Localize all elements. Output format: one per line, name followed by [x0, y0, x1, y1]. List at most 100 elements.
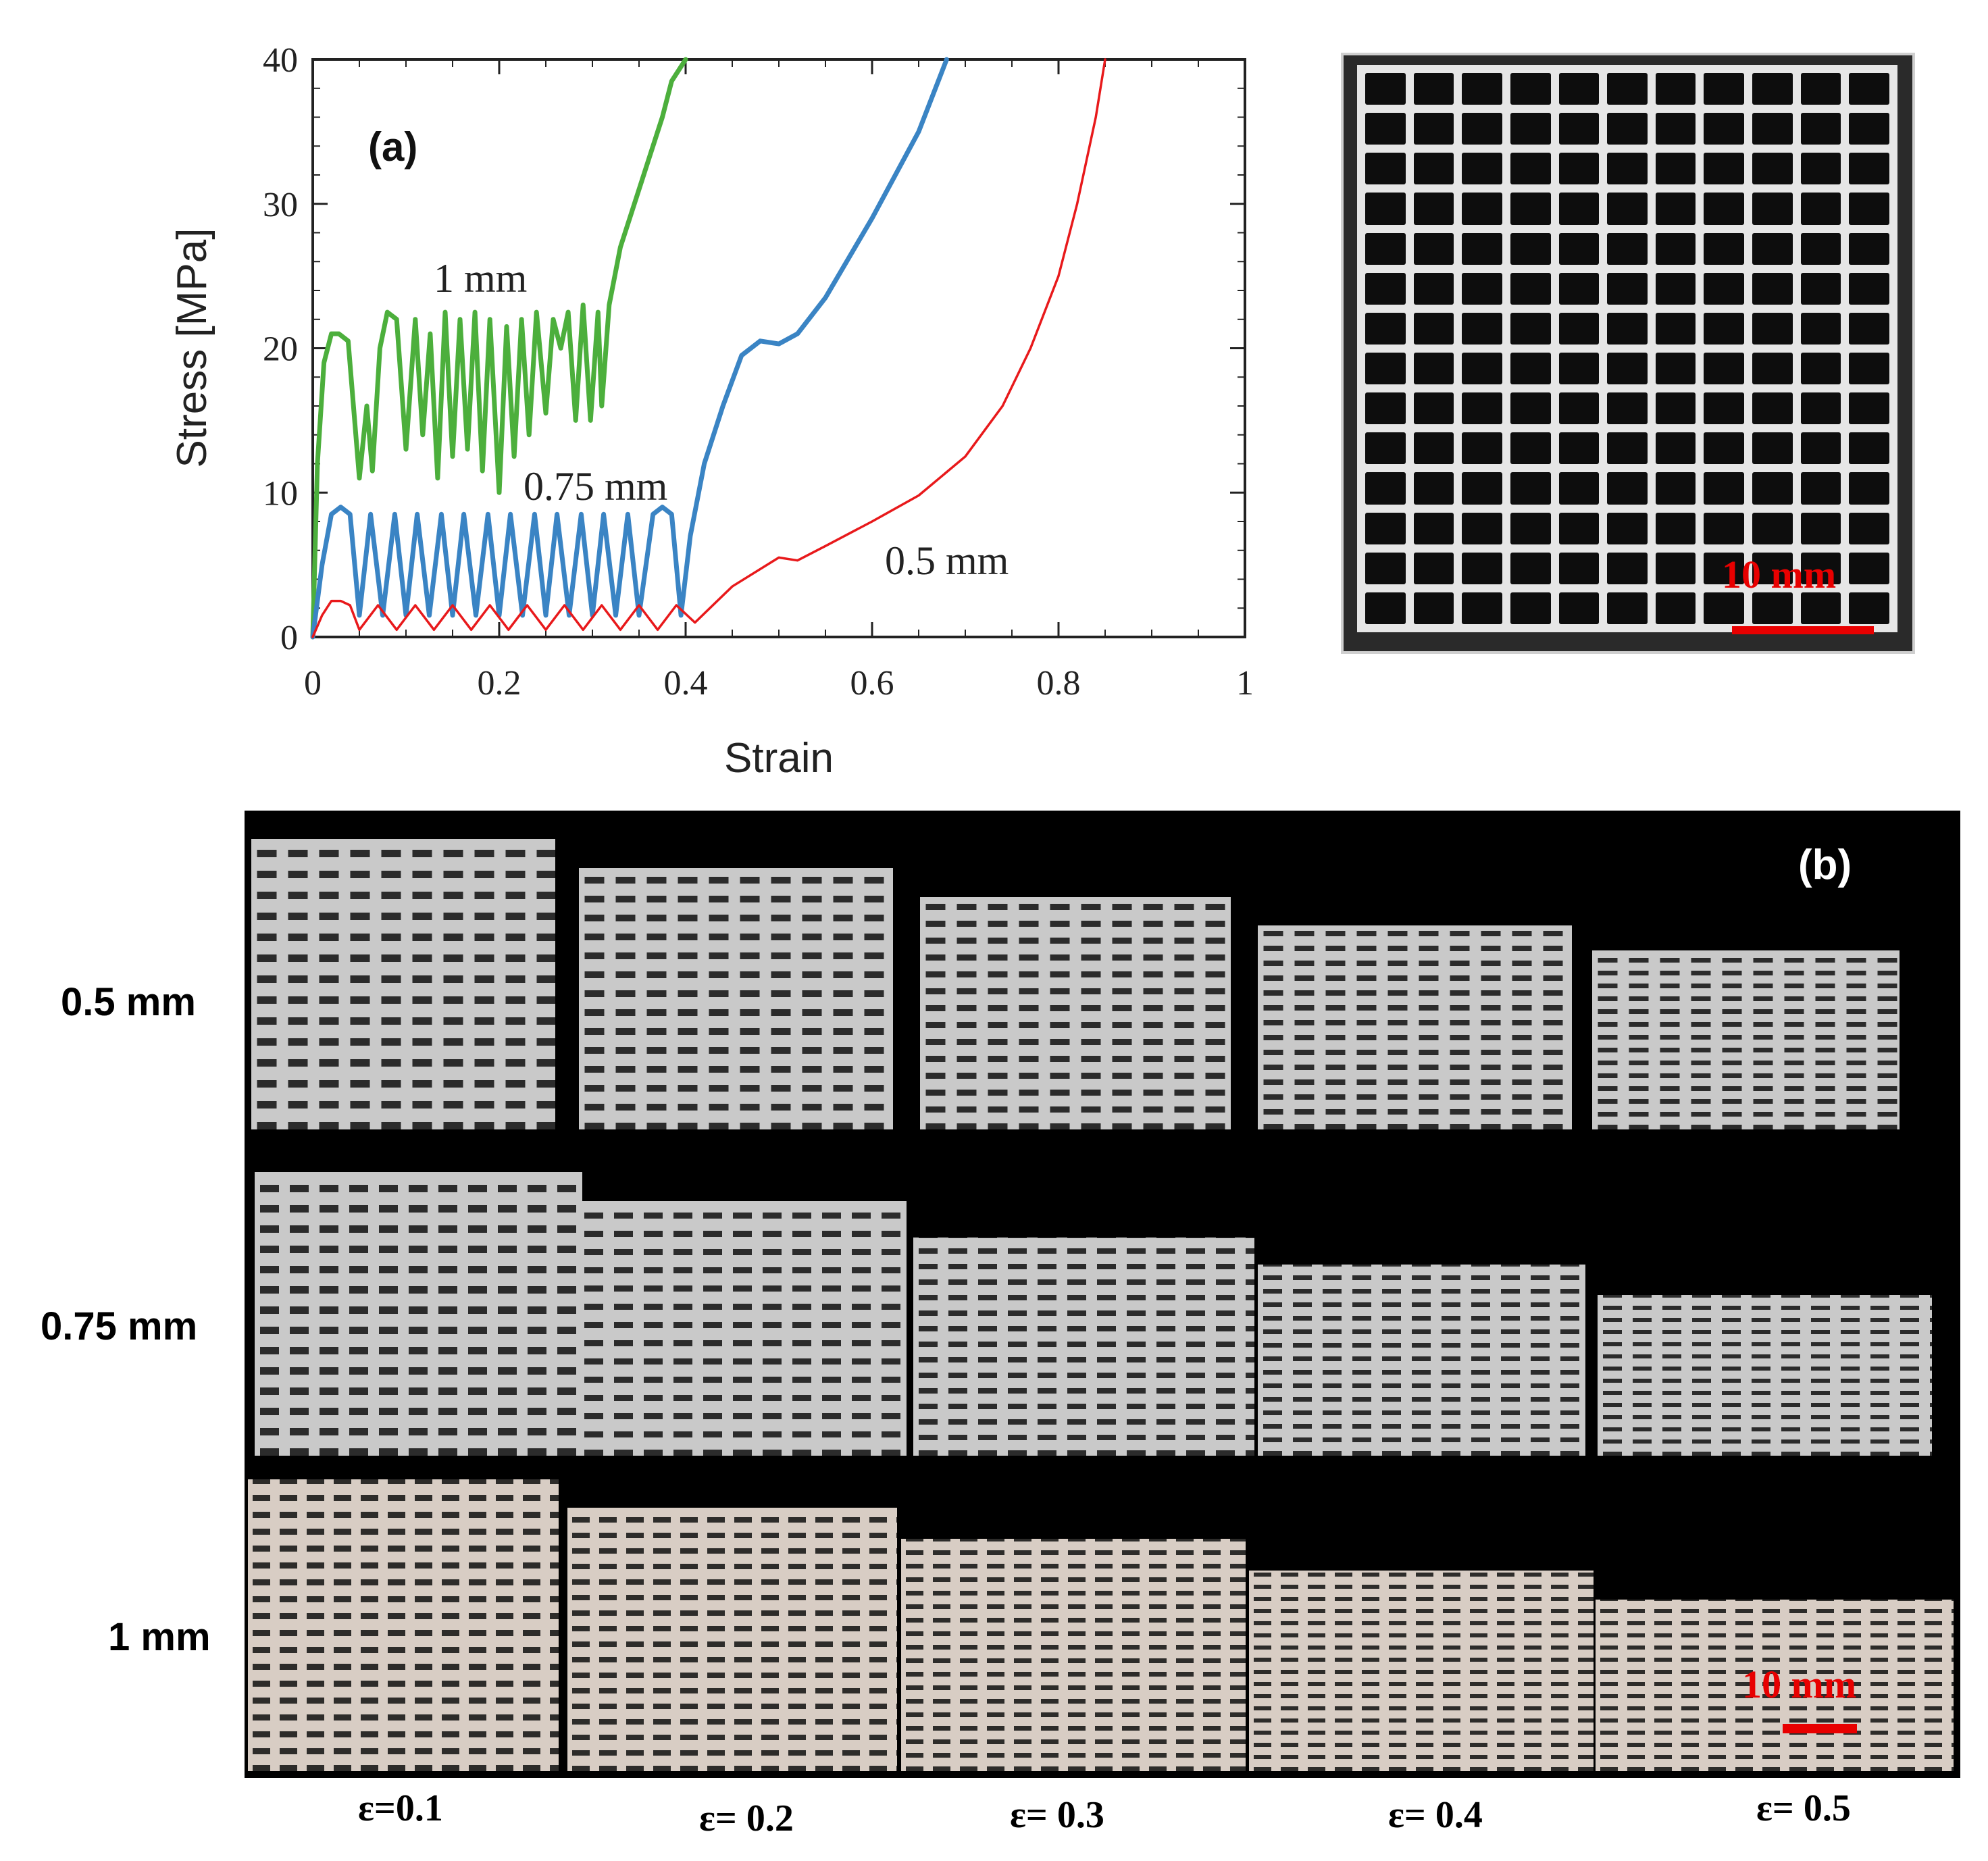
lattice-pattern	[1592, 950, 1900, 1129]
y-axis-title: Stress [MPa]	[169, 228, 215, 468]
lattice-cell	[1413, 352, 1454, 385]
lattice-pattern	[1258, 1265, 1585, 1456]
plot-frame	[311, 58, 1246, 638]
lattice-cell	[1752, 113, 1793, 145]
lattice-cell	[1849, 392, 1889, 425]
specimen-photo-r2-c1	[255, 1172, 582, 1456]
specimen-photo-r2-c4	[1258, 1265, 1585, 1456]
lattice-cell	[1365, 73, 1406, 105]
lattice-cell	[1655, 73, 1696, 105]
lattice-cell	[1849, 272, 1889, 305]
lattice-cell	[1704, 432, 1745, 465]
panel-b-scale-label: 10 mm	[1742, 1662, 1857, 1706]
lattice-cell	[1800, 312, 1841, 345]
specimen-photo-r3-c5	[1596, 1600, 1954, 1771]
row-label-05mm: 0.5 mm	[61, 980, 196, 1024]
lattice-cell	[1849, 153, 1889, 185]
panel-b-scale-bar	[1783, 1724, 1857, 1733]
lattice-cell	[1655, 232, 1696, 265]
lattice-cell	[1607, 312, 1648, 345]
series-line-05mm	[311, 58, 1106, 638]
lattice-cell	[1655, 113, 1696, 145]
lattice-cell	[1558, 272, 1600, 305]
specimen-photo-r3-c3	[901, 1539, 1246, 1771]
lattice-cell	[1655, 193, 1696, 225]
lattice-cell	[1558, 512, 1600, 544]
lattice-cell	[1558, 352, 1600, 385]
lattice-cell	[1800, 392, 1841, 425]
lattice-cell	[1849, 232, 1889, 265]
specimen-photo-r3-c2	[567, 1508, 897, 1771]
y-tick-label: 20	[263, 330, 298, 369]
lattice-cell	[1704, 153, 1745, 185]
lattice-cell	[1704, 552, 1745, 584]
lattice-cell	[1462, 113, 1502, 145]
lattice-cell	[1704, 512, 1745, 544]
lattice-cell	[1849, 552, 1889, 584]
lattice-cell	[1607, 232, 1648, 265]
lattice-cell	[1704, 113, 1745, 145]
lattice-cell	[1365, 552, 1406, 584]
lattice-cell	[1510, 113, 1551, 145]
lattice-cell	[1462, 512, 1502, 544]
lattice-cell	[1752, 352, 1793, 385]
lattice-cell	[1365, 312, 1406, 345]
lattice-cell	[1558, 592, 1600, 624]
lattice-cell	[1607, 392, 1648, 425]
lattice-cell	[1655, 352, 1696, 385]
specimen-photo-r3-c4	[1249, 1571, 1594, 1771]
series-line-1mm	[310, 57, 688, 640]
lattice-cell	[1462, 592, 1502, 624]
lattice-cell	[1752, 432, 1793, 465]
lattice-cell	[1655, 272, 1696, 305]
lattice-pattern	[1596, 1600, 1954, 1771]
lattice-cell	[1607, 193, 1648, 225]
lattice-cell	[1510, 472, 1551, 505]
lattice-pattern	[913, 1238, 1254, 1456]
lattice-cell	[1607, 73, 1648, 105]
lattice-cell	[1558, 312, 1600, 345]
lattice-cell	[1752, 512, 1793, 544]
lattice-cell	[1800, 272, 1841, 305]
series-label-1mm: 1 mm	[434, 256, 527, 301]
specimen-photo-r1-c2	[579, 868, 893, 1129]
strain-label-01: ε=0.1	[358, 1787, 443, 1829]
strain-label-03: ε= 0.3	[1010, 1794, 1104, 1836]
series-label-075mm: 0.75 mm	[524, 464, 667, 509]
lattice-cell	[1704, 193, 1745, 225]
strain-label-02: ε= 0.2	[699, 1798, 794, 1839]
lattice-cell	[1704, 73, 1745, 105]
lattice-cell	[1655, 392, 1696, 425]
lattice-cell	[1704, 472, 1745, 505]
lattice-cell	[1800, 432, 1841, 465]
lattice-cell	[1752, 73, 1793, 105]
lattice-cell	[1655, 153, 1696, 185]
lattice-cell	[1413, 193, 1454, 225]
lattice-cell	[1800, 113, 1841, 145]
deformation-sequence-panel: (b) 10 mm	[245, 811, 1960, 1778]
lattice-cell	[1558, 552, 1600, 584]
lattice-cell	[1607, 472, 1648, 505]
lattice-cell	[1655, 552, 1696, 584]
lattice-cell	[1510, 512, 1551, 544]
lattice-pattern	[255, 1172, 582, 1456]
lattice-cell	[1510, 352, 1551, 385]
lattice-cell	[1510, 232, 1551, 265]
scale-label: 10 mm	[1722, 553, 1837, 596]
lattice-cell	[1365, 352, 1406, 385]
series-layer	[310, 57, 1106, 640]
y-tick-label: 10	[263, 474, 298, 513]
lattice-cell	[1704, 352, 1745, 385]
lattice-cell	[1462, 193, 1502, 225]
lattice-cell	[1655, 472, 1696, 505]
row-label-075mm: 0.75 mm	[41, 1304, 198, 1348]
lattice-cell	[1800, 73, 1841, 105]
lattice-cell	[1365, 153, 1406, 185]
lattice-cell	[1413, 552, 1454, 584]
lattice-cell	[1849, 472, 1889, 505]
lattice-cell	[1752, 232, 1793, 265]
lattice-cell	[1752, 552, 1793, 584]
x-tick-label: 0.4	[664, 664, 708, 703]
lattice-cell	[1462, 432, 1502, 465]
